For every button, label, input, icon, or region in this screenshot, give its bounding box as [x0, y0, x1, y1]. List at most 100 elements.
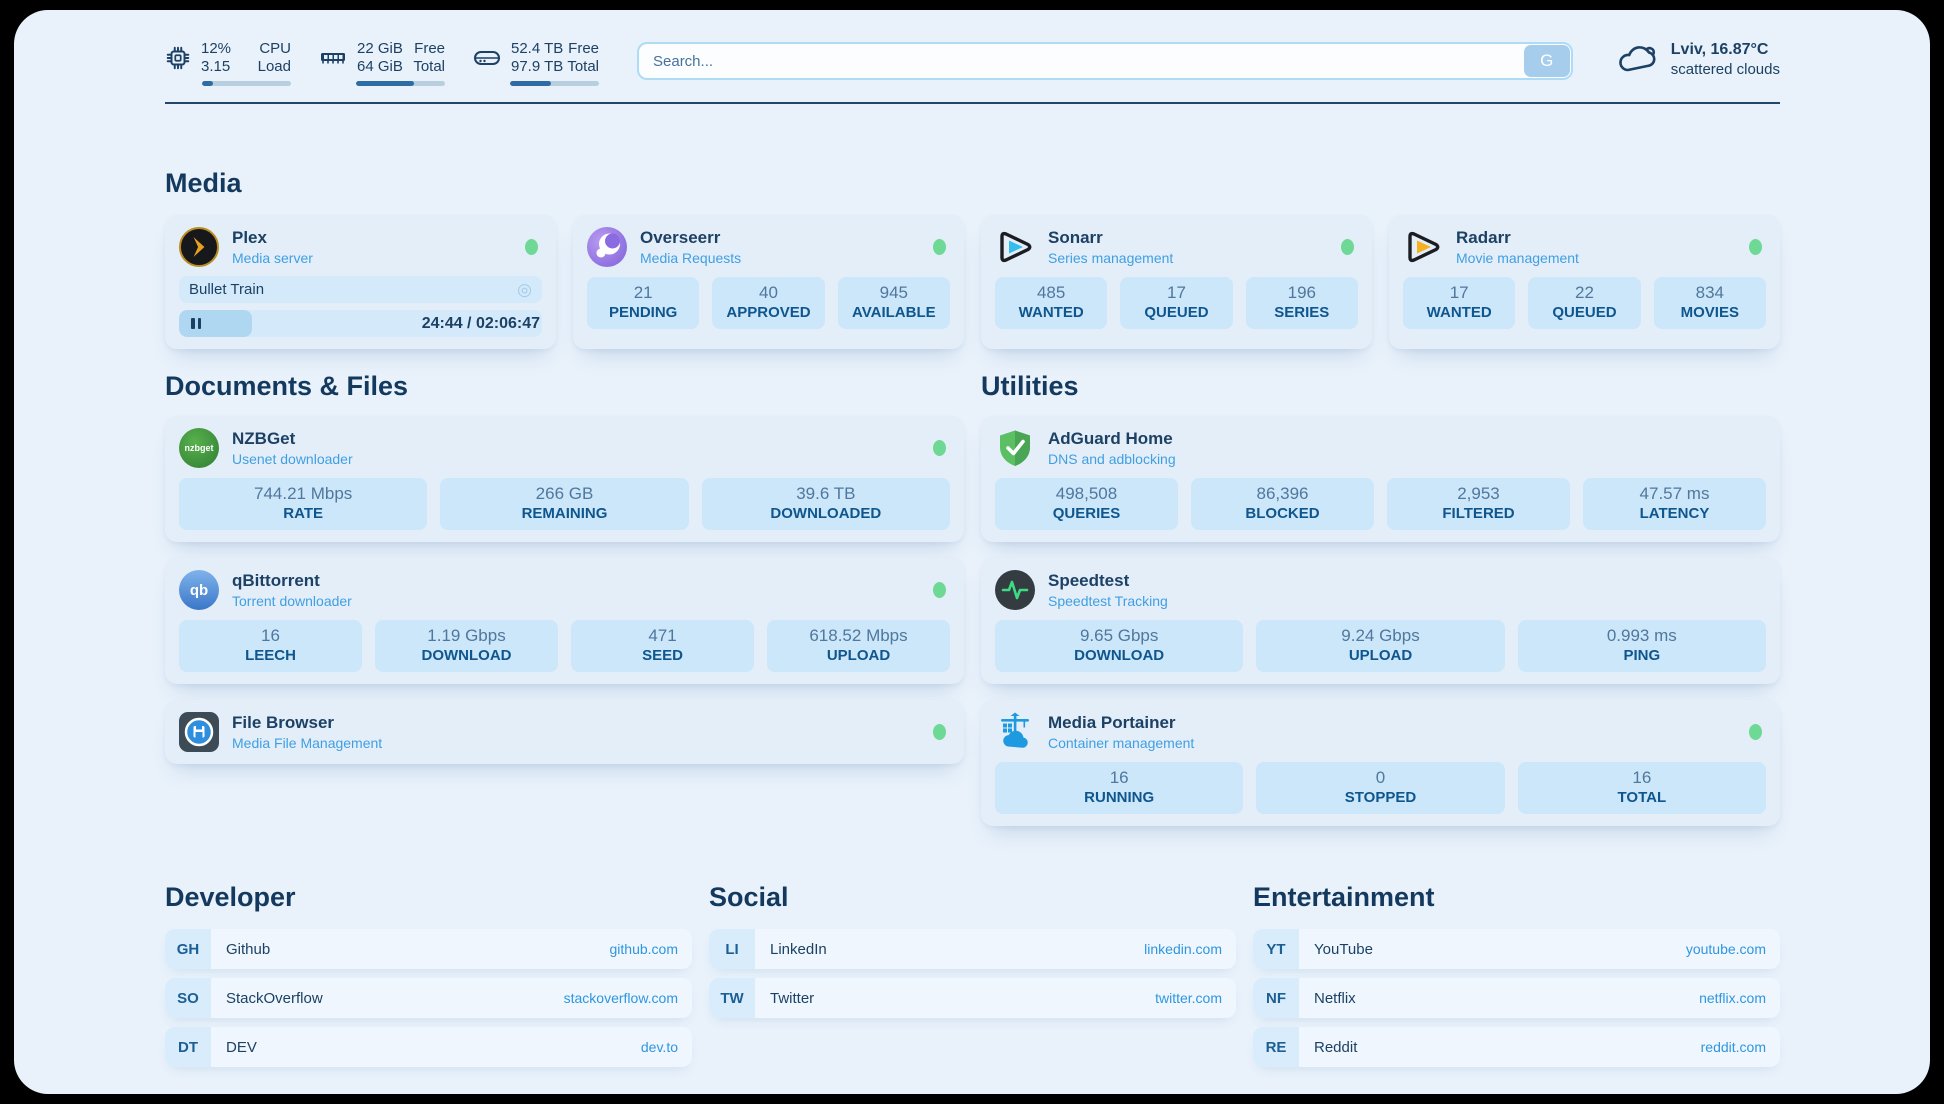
ram-total-value: 64 GiB — [357, 58, 403, 75]
filebrowser-icon — [179, 712, 219, 752]
ram-stat: 22 GiB 64 GiB Free Total — [319, 40, 445, 86]
speedtest-name: Speedtest — [1048, 570, 1130, 590]
media-section-title: Media — [165, 168, 242, 198]
qbittorrent-stat-leech: 16 LEECH — [179, 620, 362, 672]
cpu-label-bottom: Load — [257, 58, 291, 75]
google-search-button[interactable]: G — [1523, 45, 1570, 77]
bookmark-youtube[interactable]: YT YouTube youtube.com — [1253, 929, 1780, 969]
ram-progress-bar — [356, 81, 445, 86]
bookmark-netflix[interactable]: NF Netflix netflix.com — [1253, 978, 1780, 1018]
overseerr-card[interactable]: Overseerr Media Requests 21 PENDING 40 APP… — [573, 215, 964, 349]
bookmark-reddit[interactable]: RE Reddit reddit.com — [1253, 1027, 1780, 1067]
plex-icon — [179, 227, 219, 267]
nzbget-icon: nzbget — [179, 428, 219, 468]
nzbget-card[interactable]: nzbget NZBGet Usenet downloader 744.21 M… — [165, 416, 964, 542]
nzbget-status-dot — [933, 440, 946, 456]
speedtest-subtitle: Speedtest Tracking — [1048, 592, 1168, 609]
radarr-card[interactable]: Radarr Movie management 17 WANTED 22 QUEUE… — [1389, 215, 1780, 349]
nzbget-subtitle: Usenet downloader — [232, 450, 353, 467]
cpu-progress-fill — [202, 81, 213, 86]
developer-section-title: Developer — [165, 882, 296, 912]
twitter-abbr-icon: TW — [709, 978, 755, 1018]
plex-playback-progress: 24:44 / 02:06:47 — [179, 310, 542, 337]
ram-label-bottom: Total — [413, 58, 445, 75]
weather-widget: Lviv, 16.87°C scattered clouds — [1615, 40, 1780, 79]
search-input[interactable] — [637, 42, 1573, 80]
qbittorrent-stat-upload: 618.52 Mbps UPLOAD — [767, 620, 950, 672]
cpu-percent: 12% — [201, 40, 232, 57]
qbittorrent-subtitle: Torrent downloader — [232, 592, 352, 609]
disk-label-bottom: Total — [567, 58, 599, 75]
overseerr-stat-available: 945 AVAILABLE — [837, 277, 950, 329]
radarr-subtitle: Movie management — [1456, 249, 1579, 266]
entertainment-section-title: Entertainment — [1253, 882, 1435, 912]
overseerr-status-dot — [933, 239, 946, 255]
overseerr-name: Overseerr — [640, 227, 721, 247]
youtube-abbr-icon: YT — [1253, 929, 1299, 969]
dev-abbr-icon: DT — [165, 1027, 211, 1067]
nzbget-stat-remaining: 266 GB REMAINING — [440, 478, 689, 530]
plex-progress-fill — [179, 310, 252, 337]
dashboard-frame: 12% 3.15 CPU Load 22 GiB 6 — [14, 10, 1930, 1094]
overseerr-stat-pending: 21 PENDING — [587, 277, 700, 329]
stackoverflow-abbr-icon: SO — [165, 978, 211, 1018]
reddit-abbr-icon: RE — [1253, 1027, 1299, 1067]
qbittorrent-stat-download: 1.19 Gbps DOWNLOAD — [375, 620, 558, 672]
speedtest-card[interactable]: Speedtest Speedtest Tracking 9.65 Gbps DO… — [981, 558, 1780, 684]
overseerr-subtitle: Media Requests — [640, 249, 742, 266]
plex-playback-time: 24:44 / 02:06:47 — [421, 314, 540, 332]
nzbget-name: NZBGet — [232, 428, 296, 448]
system-stats: 12% 3.15 CPU Load 22 GiB 6 — [165, 40, 599, 86]
disk-label-top: Free — [568, 40, 599, 57]
plex-status-dot — [525, 239, 538, 255]
sonarr-status-dot — [1341, 239, 1354, 255]
radarr-status-dot — [1749, 239, 1762, 255]
speedtest-stat-upload: 9.24 Gbps UPLOAD — [1256, 620, 1505, 672]
social-section: Social LI LinkedIn linkedin.com TW Twitt… — [709, 882, 1236, 1067]
qbittorrent-icon: qb — [179, 570, 219, 610]
bookmark-stackoverflow[interactable]: SO StackOverflow stackoverflow.com — [165, 978, 692, 1018]
cpu-load-value: 3.15 — [201, 58, 231, 75]
portainer-stat-stopped: 0 STOPPED — [1256, 762, 1505, 814]
plex-card[interactable]: Plex Media server Bullet Train ◎ 24:44 /… — [165, 215, 556, 349]
top-bar: 12% 3.15 CPU Load 22 GiB 6 — [165, 40, 1780, 86]
adguard-icon — [995, 428, 1035, 468]
filebrowser-card[interactable]: File Browser Media File Management — [165, 700, 964, 764]
portainer-stat-running: 16 RUNNING — [995, 762, 1244, 814]
cpu-label-top: CPU — [259, 40, 291, 57]
sonarr-card[interactable]: Sonarr Series management 485 WANTED 17 QUE… — [981, 215, 1372, 349]
disk-icon — [474, 51, 500, 65]
adguard-stat-filtered: 2,953 FILTERED — [1387, 478, 1570, 530]
sonarr-stat-series: 196 SERIES — [1245, 277, 1358, 329]
session-icon[interactable]: ◎ — [517, 280, 532, 299]
qbittorrent-card[interactable]: qb qBittorrent Torrent downloader 16 LEEC… — [165, 558, 964, 684]
adguard-card[interactable]: AdGuard Home DNS and adblocking 498,508 Q… — [981, 416, 1780, 542]
radarr-name: Radarr — [1456, 227, 1511, 247]
bookmark-twitter[interactable]: TW Twitter twitter.com — [709, 978, 1236, 1018]
nzbget-stat-downloaded: 39.6 TB DOWNLOADED — [701, 478, 950, 530]
linkedin-abbr-icon: LI — [709, 929, 755, 969]
cloud-icon — [1618, 45, 1656, 71]
header-divider — [165, 102, 1780, 104]
disk-free-value: 52.4 TB — [511, 40, 564, 57]
radarr-icon — [1403, 227, 1443, 267]
filebrowser-subtitle: Media File Management — [232, 734, 383, 751]
speedtest-icon — [995, 570, 1035, 610]
search-bar: G — [637, 42, 1573, 80]
disk-progress-bar — [510, 81, 599, 86]
weather-condition: scattered clouds — [1670, 61, 1780, 78]
developer-section: Developer GH Github github.com SO StackO… — [165, 882, 692, 1067]
bookmark-dev[interactable]: DT DEV dev.to — [165, 1027, 692, 1067]
portainer-card[interactable]: Media Portainer Container management 16 R… — [981, 700, 1780, 826]
netflix-abbr-icon: NF — [1253, 978, 1299, 1018]
weather-location-temp: Lviv, 16.87°C — [1670, 41, 1769, 58]
bookmark-github[interactable]: GH Github github.com — [165, 929, 692, 969]
plex-name: Plex — [232, 227, 267, 247]
sonarr-stat-wanted: 485 WANTED — [995, 277, 1108, 329]
portainer-icon — [995, 712, 1035, 752]
overseerr-stat-approved: 40 APPROVED — [712, 277, 825, 329]
nzbget-stat-rate: 744.21 Mbps RATE — [179, 478, 428, 530]
pause-icon[interactable] — [191, 318, 201, 329]
bookmark-linkedin[interactable]: LI LinkedIn linkedin.com — [709, 929, 1236, 969]
social-section-title: Social — [709, 882, 789, 912]
